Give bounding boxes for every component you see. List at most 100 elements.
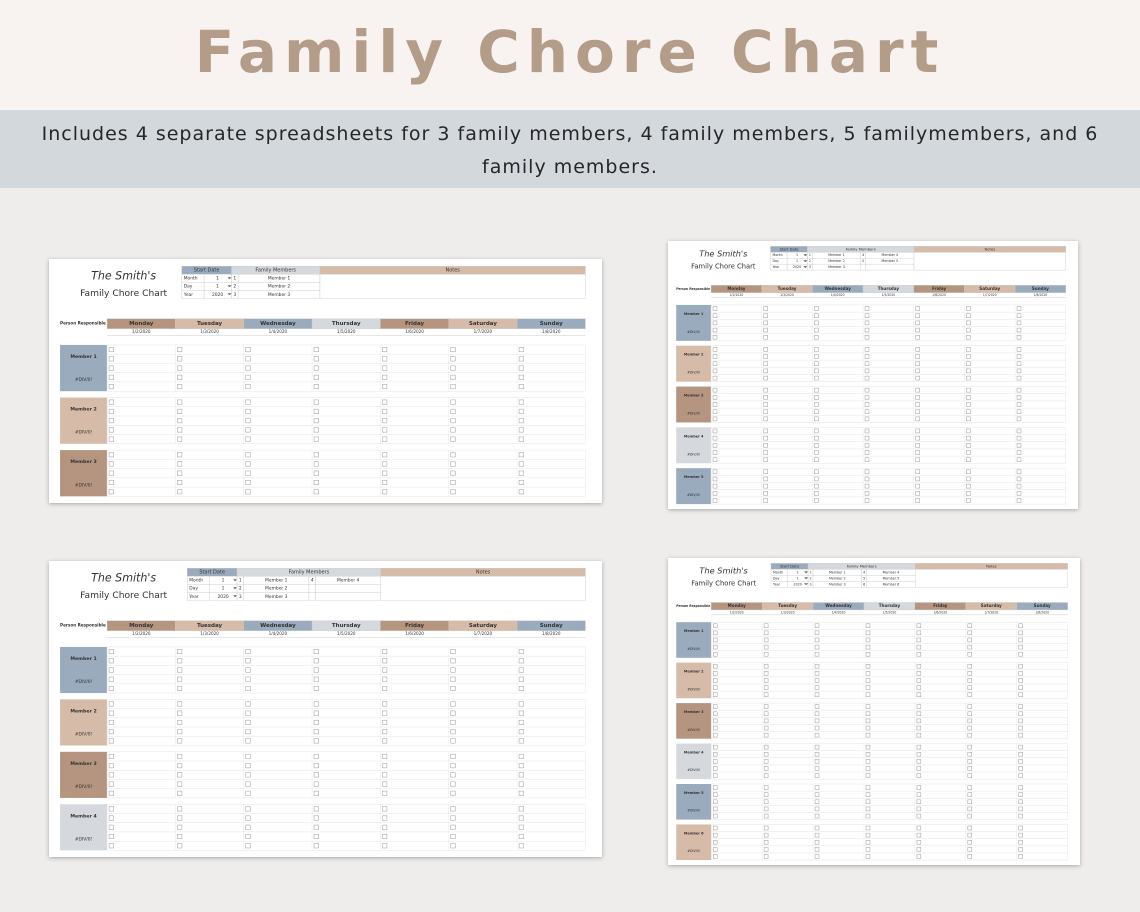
cell-text: Member 4 (337, 578, 360, 584)
checkbox (713, 663, 718, 669)
checkbox (1016, 320, 1022, 326)
checkbox (814, 785, 820, 790)
checkbox (814, 766, 820, 771)
cell (308, 592, 316, 601)
checkbox (108, 790, 114, 796)
checkbox (1016, 306, 1022, 311)
member-score: #DIV/0! (75, 836, 93, 842)
checkbox (450, 806, 456, 812)
checkbox (518, 824, 524, 830)
day-name: Saturday (979, 286, 1000, 291)
checkbox (763, 428, 768, 434)
checkbox (967, 785, 972, 790)
checkbox (763, 813, 769, 819)
checkbox (814, 832, 820, 838)
checkbox (108, 843, 114, 849)
date: 1/5/2020 (883, 610, 897, 614)
checkbox (712, 320, 718, 326)
cell-text: Start Date (779, 247, 799, 251)
spreadsheet (668, 241, 1078, 509)
checkbox (1018, 711, 1023, 716)
checkbox (1016, 368, 1022, 374)
checkbox (966, 491, 971, 496)
checkbox (245, 408, 251, 414)
checkbox (313, 461, 319, 467)
cell-text: Member 1 (265, 578, 288, 584)
checkbox (916, 685, 922, 690)
checkbox (177, 452, 183, 458)
checkbox (1018, 759, 1023, 764)
checkbox (864, 476, 870, 482)
checkbox (713, 806, 718, 812)
checkbox (177, 408, 183, 414)
notes-box (913, 252, 1066, 271)
checkbox (864, 368, 870, 374)
checkbox (1018, 766, 1023, 771)
checkbox (450, 658, 456, 664)
day-name: Wednesday (260, 321, 296, 327)
checkbox (713, 644, 718, 650)
checkbox (763, 663, 769, 669)
checkbox (108, 347, 114, 353)
checkbox (814, 498, 819, 503)
checkbox (1018, 663, 1023, 669)
checkbox (814, 327, 819, 333)
checkbox (916, 725, 922, 731)
cell-text: Member 1 (828, 253, 845, 257)
dropdown-arrow (804, 583, 809, 586)
checkbox (763, 718, 769, 724)
member-score: #DIV/0! (687, 493, 700, 497)
checkbox (1016, 435, 1022, 441)
checkbox (865, 785, 871, 790)
checkbox (245, 489, 251, 495)
checkbox (450, 408, 456, 414)
member-name: Member 4 (70, 813, 97, 819)
checkbox (177, 374, 183, 380)
checkbox (450, 436, 456, 442)
dropdown-arrow (803, 266, 808, 269)
subtitle-band: Includes 4 separate spreadsheets for 3 f… (0, 110, 1140, 188)
checkbox (245, 365, 251, 371)
checkbox (967, 718, 972, 724)
day-name: Saturday (469, 623, 497, 629)
checkbox (713, 692, 718, 697)
checkbox (814, 671, 820, 676)
family-name: The Smith's (699, 566, 748, 576)
checkbox (108, 815, 114, 821)
checkbox (967, 773, 972, 778)
date: 1/3/2020 (200, 329, 219, 334)
checkbox (966, 361, 971, 366)
member-cell (676, 784, 712, 820)
checkbox (518, 436, 524, 442)
checkbox (245, 461, 251, 467)
date: 1/8/2020 (1033, 293, 1047, 297)
page-subtitle: Includes 4 separate spreadsheets for 3 f… (41, 123, 1099, 178)
checkbox (177, 701, 183, 707)
checkbox (177, 427, 183, 433)
checkbox (763, 685, 769, 690)
checkbox (1016, 476, 1022, 482)
checkbox (450, 834, 456, 840)
checkbox (518, 658, 524, 664)
checkbox (916, 678, 922, 683)
checkbox (313, 347, 319, 353)
checkbox (712, 335, 718, 340)
cell (865, 263, 915, 271)
checkbox (712, 409, 718, 414)
cell-text: Notes (476, 570, 491, 576)
cell-text: 1 (796, 253, 798, 257)
checkbox (1018, 813, 1023, 819)
checkbox (245, 790, 251, 796)
checkbox (763, 792, 769, 797)
checkbox (763, 678, 769, 683)
checkbox (313, 685, 319, 691)
checkbox (864, 443, 870, 448)
checkbox (763, 395, 768, 400)
cell-text: 3 (233, 292, 236, 298)
checkbox (245, 843, 251, 849)
cell (315, 592, 381, 601)
checkbox (814, 732, 820, 738)
checkbox (177, 753, 183, 759)
checkbox (450, 365, 456, 371)
